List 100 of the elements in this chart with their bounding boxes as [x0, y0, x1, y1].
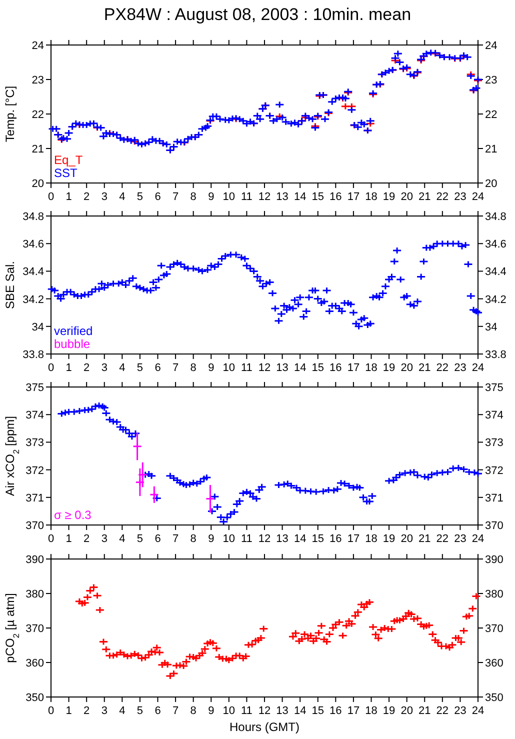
x-tick-label: 14 [294, 533, 306, 545]
y2-tick-label: 33.8 [485, 349, 506, 361]
y-tick-label: 34.6 [22, 238, 44, 251]
y-tick-label: 34.2 [22, 294, 44, 306]
x-tick-label: 3 [101, 705, 108, 717]
y-tick-label: 23 [32, 74, 44, 86]
x-tick-label: 1 [66, 533, 72, 545]
x-tick-label: 4 [119, 533, 126, 545]
x-tick-label: 11 [240, 705, 252, 717]
x-tick-label: 11 [240, 533, 252, 545]
x-tick-label: 18 [365, 533, 378, 545]
y2-tick-label: 24 [485, 40, 498, 52]
x-tick-label: 14 [294, 705, 306, 717]
x-tick-label: 18 [365, 191, 378, 203]
x-tick-label: 19 [382, 191, 396, 203]
x-tick-label: 2 [84, 533, 90, 545]
x-tick-label: 8 [190, 191, 196, 203]
y2-tick-label: 34.4 [485, 266, 506, 278]
x-tick-label: 13 [276, 362, 288, 374]
x-tick-label: 21 [418, 705, 431, 717]
y-axis-title: SBE Sal. [3, 260, 17, 310]
x-tick-label: 9 [208, 705, 214, 717]
x-tick-label: 18 [365, 362, 378, 374]
x-tick-label: 10 [222, 705, 236, 717]
x-tick-label: 23 [454, 533, 466, 545]
x-tick-label: 24 [472, 705, 484, 717]
y2-tick-label: 390 [485, 554, 504, 566]
x-tick-label: 7 [172, 362, 179, 374]
text: SST [54, 166, 78, 180]
x-tick-label: 7 [172, 191, 179, 203]
x-tick-label: 2 [84, 705, 90, 717]
x-tick-label: 15 [312, 705, 324, 717]
y2-tick-label: 21 [485, 144, 498, 156]
y2-tick-label: 380 [485, 588, 504, 600]
x-tick-label: 17 [347, 533, 360, 545]
y2-tick-label: 375 [485, 382, 504, 394]
x-tick-label: 13 [276, 533, 288, 545]
y-tick-label: 350 [26, 692, 44, 704]
y-tick-label: 370 [26, 623, 44, 635]
x-tick-label: 24 [472, 533, 484, 545]
x-tick-label: 21 [418, 533, 431, 545]
x-tick-label: 12 [258, 191, 271, 203]
x-tick-label: 22 [436, 191, 449, 203]
y2-tick-label: 373 [485, 437, 504, 450]
x-tick-label: 9 [208, 362, 214, 374]
x-tick-label: 10 [222, 533, 236, 545]
y2-tick-label: 370 [485, 520, 504, 532]
x-tick-label: 9 [208, 191, 214, 203]
x-tick-label: 12 [258, 705, 271, 717]
x-tick-label: 16 [330, 191, 342, 203]
y-tick-label: 34.8 [22, 211, 44, 223]
x-tick-label: 19 [382, 362, 396, 374]
x-tick-label: 10 [222, 191, 236, 203]
y-tick-label: 370 [26, 520, 44, 532]
x-tick-label: 16 [330, 705, 342, 717]
x-tick-label: 20 [400, 533, 413, 545]
x-tick-label: 21 [418, 191, 431, 203]
y-tick-label: 372 [26, 464, 44, 477]
x-tick-label: 19 [382, 705, 396, 717]
x-tick-label: 24 [472, 191, 484, 203]
x-tick-label: 12 [258, 533, 271, 545]
chart-title: PX84W : August 08, 2003 : 10min. mean [104, 5, 412, 24]
x-tick-label: 1 [66, 191, 72, 203]
y2-tick-label: 34 [485, 321, 498, 334]
x-tick-label: 2 [84, 191, 90, 203]
y2-tick-label: 22 [485, 109, 498, 121]
y-tick-label: 22 [32, 109, 44, 121]
y2-tick-label: 372 [485, 464, 504, 477]
y2-tick-label: 34.6 [485, 238, 506, 251]
y2-tick-label: 370 [485, 623, 504, 635]
y2-tick-label: 23 [485, 74, 498, 86]
y2-tick-label: 360 [485, 658, 504, 670]
x-tick-label: 17 [347, 705, 360, 717]
x-tick-label: 4 [119, 191, 126, 203]
x-tick-label: 7 [172, 705, 179, 717]
x-tick-label: 13 [276, 191, 288, 203]
y2-tick-label: 34.8 [485, 211, 506, 223]
x-tick-label: 0 [48, 362, 54, 374]
x-tick-label: 12 [258, 362, 271, 374]
y2-tick-label: 371 [485, 492, 504, 504]
x-tick-label: 24 [472, 362, 484, 374]
y2-tick-label: 34.2 [485, 294, 506, 306]
y-tick-label: 34 [32, 321, 44, 334]
x-tick-label: 9 [208, 533, 214, 545]
x-tick-label: 20 [400, 191, 413, 203]
x-tick-label: 6 [154, 533, 161, 545]
x-tick-label: 16 [330, 533, 342, 545]
x-tick-label: 14 [294, 362, 306, 374]
x-tick-label: 3 [101, 362, 108, 374]
y-tick-label: 390 [26, 554, 44, 566]
x-tick-label: 0 [48, 191, 54, 203]
x-tick-label: 20 [400, 705, 413, 717]
y-tick-label: 375 [26, 382, 44, 394]
text: σ ≥ 0.3 [54, 508, 92, 522]
x-tick-label: 11 [240, 362, 252, 374]
y-tick-label: 371 [26, 492, 44, 504]
x-tick-label: 6 [154, 362, 161, 374]
x-tick-label: 5 [136, 362, 144, 374]
x-tick-label: 15 [312, 191, 324, 203]
y-axis-title: Temp. [°C] [3, 86, 17, 142]
